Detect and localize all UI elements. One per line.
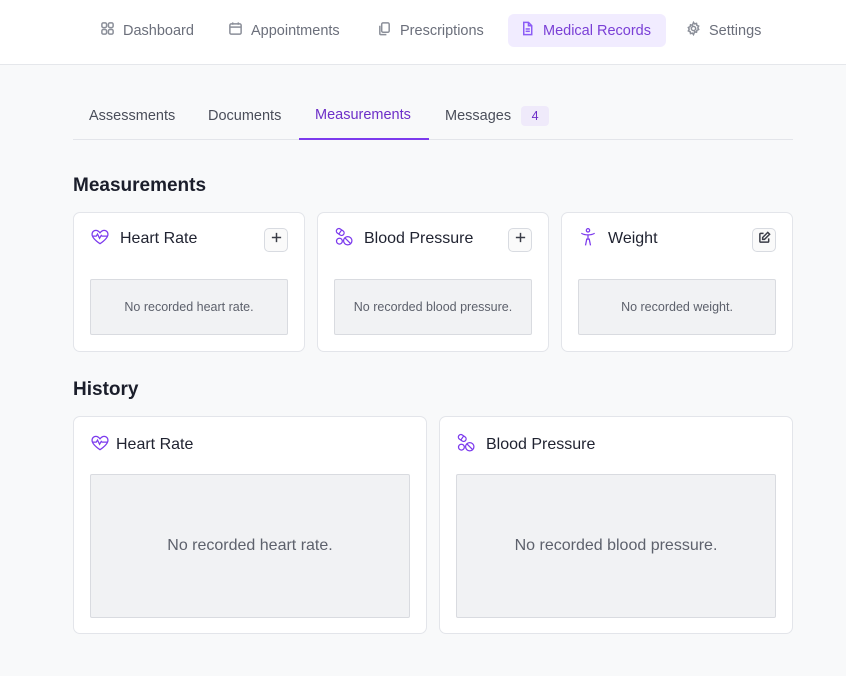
nav-item-settings[interactable]: Settings: [674, 14, 773, 47]
edit-icon: [758, 231, 771, 249]
pills-icon: [456, 433, 476, 458]
person-icon: [578, 227, 598, 252]
grid-icon: [100, 21, 115, 40]
card-title: Heart Rate: [116, 436, 194, 453]
tab-measurements[interactable]: Measurements: [299, 92, 429, 140]
gear-icon: [686, 20, 701, 40]
nav-item-label: Settings: [709, 22, 762, 39]
edit-weight-button[interactable]: [752, 228, 776, 252]
blood-pressure-history-card: Blood Pressure No recorded blood pressur…: [439, 416, 793, 634]
nav-item-medical-records[interactable]: Medical Records: [508, 14, 666, 47]
card-title: Blood Pressure: [364, 230, 474, 247]
pills-icon: [334, 227, 354, 252]
card-title: Weight: [608, 230, 658, 247]
card-title: Heart Rate: [120, 230, 198, 247]
nav-item-label: Prescriptions: [400, 22, 484, 39]
plus-icon: [270, 231, 283, 249]
copy-icon: [377, 21, 392, 40]
heart-pulse-icon: [90, 433, 110, 458]
nav-item-label: Medical Records: [543, 22, 651, 39]
top-navigation: Dashboard Appointments Prescriptions Med…: [0, 0, 846, 65]
empty-state: No recorded blood pressure.: [456, 474, 776, 618]
history-title: History: [73, 379, 139, 400]
tab-label: Documents: [208, 107, 282, 124]
tab-assessments[interactable]: Assessments: [73, 92, 191, 139]
file-icon: [520, 21, 535, 40]
nav-item-appointments[interactable]: Appointments: [216, 14, 352, 47]
measurements-title: Measurements: [73, 175, 207, 196]
card-title: Blood Pressure: [486, 436, 596, 453]
nav-item-label: Appointments: [251, 22, 340, 39]
empty-state: No recorded heart rate.: [90, 474, 410, 618]
tab-documents[interactable]: Documents: [192, 92, 297, 139]
nav-item-prescriptions[interactable]: Prescriptions: [365, 14, 496, 47]
tab-messages[interactable]: Messages 4: [429, 92, 565, 139]
messages-count-badge: 4: [521, 105, 550, 126]
heart-pulse-icon: [90, 227, 110, 252]
nav-item-label: Dashboard: [123, 22, 194, 39]
empty-state: No recorded blood pressure.: [334, 279, 532, 335]
tab-label: Measurements: [315, 107, 411, 123]
record-tabs: Assessments Documents Measurements Messa…: [73, 92, 793, 140]
heart-rate-card: Heart Rate No recorded heart rate.: [73, 212, 305, 352]
nav-item-dashboard[interactable]: Dashboard: [88, 14, 206, 47]
weight-card: Weight No recorded weight.: [561, 212, 793, 352]
tab-label: Assessments: [89, 107, 176, 124]
tab-label: Messages: [445, 107, 512, 124]
plus-icon: [514, 231, 527, 249]
heart-rate-history-card: Heart Rate No recorded heart rate.: [73, 416, 427, 634]
empty-state: No recorded heart rate.: [90, 279, 288, 335]
add-heart-rate-button[interactable]: [264, 228, 288, 252]
calendar-icon: [228, 21, 243, 40]
blood-pressure-card: Blood Pressure No recorded blood pressur…: [317, 212, 549, 352]
empty-state: No recorded weight.: [578, 279, 776, 335]
add-blood-pressure-button[interactable]: [508, 228, 532, 252]
